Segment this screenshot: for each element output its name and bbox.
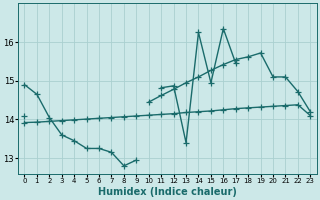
X-axis label: Humidex (Indice chaleur): Humidex (Indice chaleur) <box>98 187 237 197</box>
